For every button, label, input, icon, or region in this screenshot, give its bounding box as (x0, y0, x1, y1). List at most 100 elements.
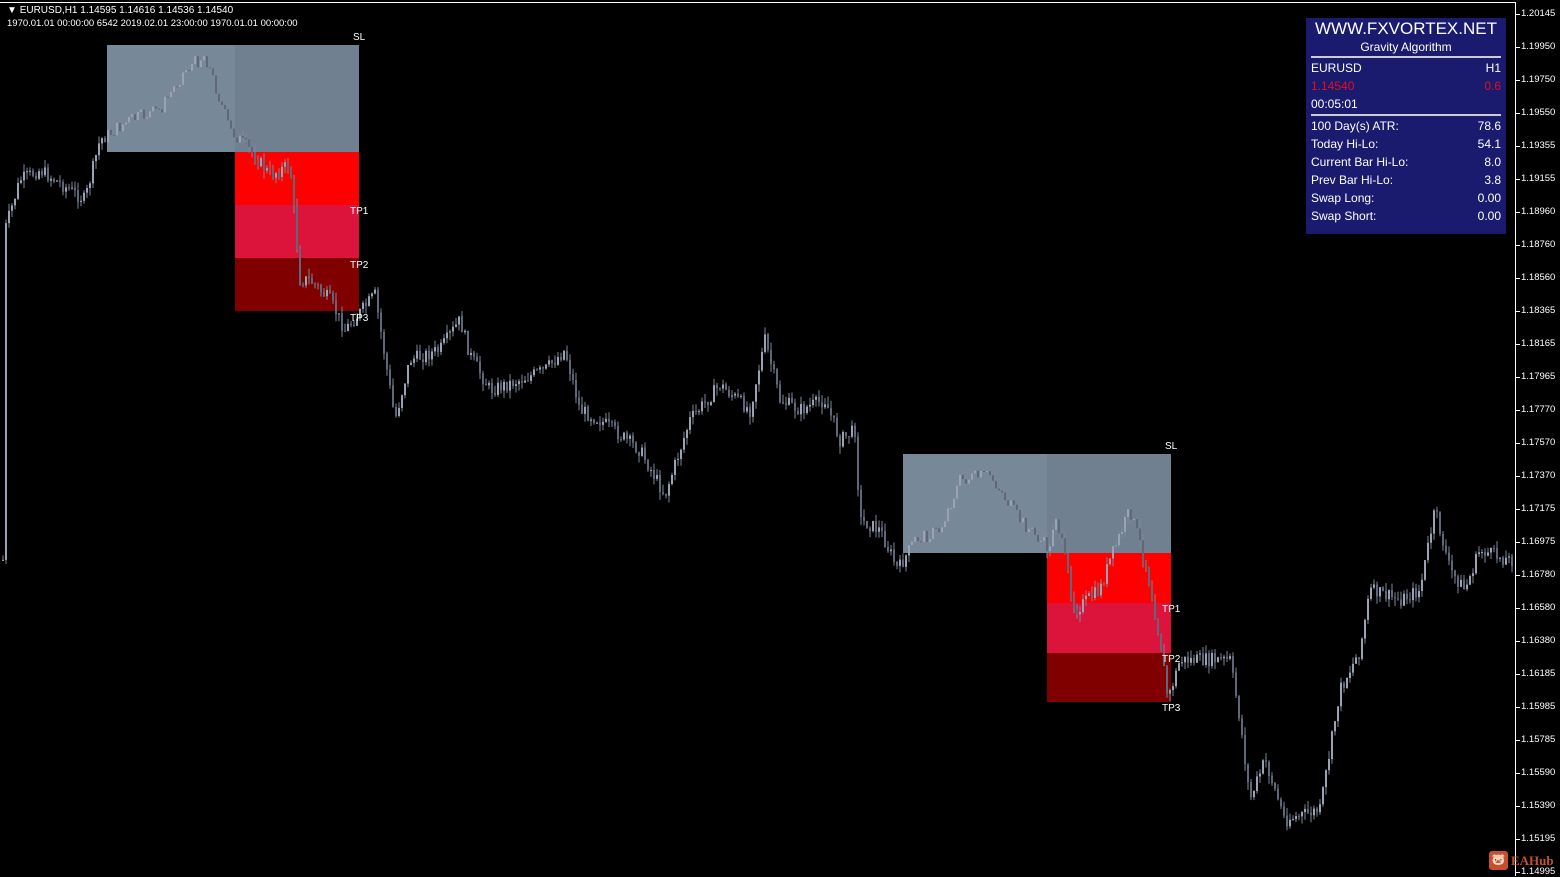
candle-body (170, 91, 172, 98)
candle-body (1193, 658, 1195, 663)
candle-body (194, 56, 196, 64)
candle-body (350, 323, 352, 325)
candle-body (299, 249, 301, 286)
candle-body (557, 357, 559, 365)
axis-tick (1516, 773, 1520, 774)
candle-body (1502, 557, 1504, 565)
candle-body (1052, 529, 1054, 547)
candle-body (701, 401, 703, 412)
candle-body (884, 531, 886, 547)
candle-body (128, 116, 130, 123)
candle-body (1304, 808, 1306, 813)
candle-body (797, 410, 799, 415)
stat-label: 100 Day(s) ATR: (1311, 119, 1399, 133)
candle-body (311, 277, 313, 284)
candle-body (368, 296, 370, 306)
axis-label: 1.19950 (1521, 41, 1556, 52)
dropdown-triangle-icon[interactable]: ▼ (7, 5, 17, 16)
candle-body (116, 122, 118, 136)
axis-tick (1516, 179, 1520, 180)
candle-body (1307, 808, 1309, 813)
candle-body (1157, 619, 1159, 635)
axis-tick (1516, 344, 1520, 345)
candle-body (1163, 651, 1165, 667)
candle-body (65, 187, 67, 192)
candle-body (392, 385, 394, 407)
candle-body (521, 381, 523, 383)
candle-body (74, 187, 76, 191)
candle-body (1433, 510, 1435, 534)
candle-body (887, 546, 889, 552)
candle-body (929, 538, 931, 542)
symbol-header[interactable]: ▼ EURUSD,H1 1.14595 1.14616 1.14536 1.14… (7, 5, 233, 16)
candle-body (1373, 584, 1375, 588)
candle-body (353, 324, 355, 326)
candle-body (1349, 672, 1351, 678)
candle-body (110, 129, 112, 135)
candle-body (878, 527, 880, 532)
candle-body (164, 96, 166, 113)
candle-body (602, 421, 604, 425)
candle-body (101, 138, 103, 144)
panel-spread: 0.6 (1484, 79, 1501, 93)
candle-body (1226, 656, 1228, 659)
axis-tick (1516, 608, 1520, 609)
candle-body (1505, 557, 1507, 565)
candle-body (1355, 657, 1357, 664)
candle-body (1346, 677, 1348, 688)
candle-body (1094, 587, 1096, 598)
axis-tick (1516, 806, 1520, 807)
candle-body (800, 404, 802, 415)
axis-tick (1516, 509, 1520, 510)
candle-body (533, 369, 535, 376)
candle-body (1442, 533, 1444, 546)
site-title: WWW.FXVORTEX.NET (1315, 19, 1497, 38)
candle-body (5, 223, 7, 560)
candle-body (1202, 653, 1204, 666)
info-line: 1970.01.01 00:00:00 6542 2019.02.01 23:0… (7, 18, 298, 29)
candle-body (413, 358, 415, 363)
candle-body (596, 422, 598, 424)
candle-body (248, 139, 250, 147)
candle-body (59, 180, 61, 183)
tp3-label: TP3 (350, 313, 369, 324)
candle-body (860, 489, 862, 518)
candle-body (1352, 663, 1354, 673)
candle-body (1337, 706, 1339, 722)
candle-body (92, 161, 94, 184)
candle-body (185, 70, 187, 73)
candle-body (593, 419, 595, 423)
candle-body (956, 485, 958, 499)
candle-body (1487, 552, 1489, 556)
candle-body (1169, 690, 1171, 694)
candle-body (1223, 656, 1225, 659)
candle-body (380, 312, 382, 332)
axis-tick (1516, 212, 1520, 213)
tp1-label: TP1 (1162, 604, 1181, 615)
candle-body (818, 396, 820, 403)
candle-body (1181, 662, 1183, 664)
candle-body (239, 136, 241, 143)
candle-body (770, 349, 772, 365)
stat-row: Today Hi-Lo: 54.1 (1311, 137, 1501, 151)
candle-body (1475, 554, 1477, 574)
candle-body (836, 418, 838, 436)
candle-body (1370, 587, 1372, 599)
candle-body (467, 330, 469, 355)
candle-body (1403, 593, 1405, 606)
candle-body (89, 183, 91, 189)
candle-body (764, 334, 766, 352)
axis-label: 1.16380 (1521, 635, 1556, 646)
candle-body (8, 210, 10, 224)
candle-body (926, 530, 928, 542)
panel-timeframe: H1 (1485, 61, 1501, 75)
candle-body (1175, 670, 1177, 687)
candle-body (242, 136, 244, 138)
candle-body (23, 171, 25, 181)
candle-body (203, 56, 205, 61)
candle-body (152, 106, 154, 112)
candle-body (293, 178, 295, 206)
candle-body (200, 60, 202, 68)
candle-body (323, 291, 325, 297)
candle-body (437, 347, 439, 352)
